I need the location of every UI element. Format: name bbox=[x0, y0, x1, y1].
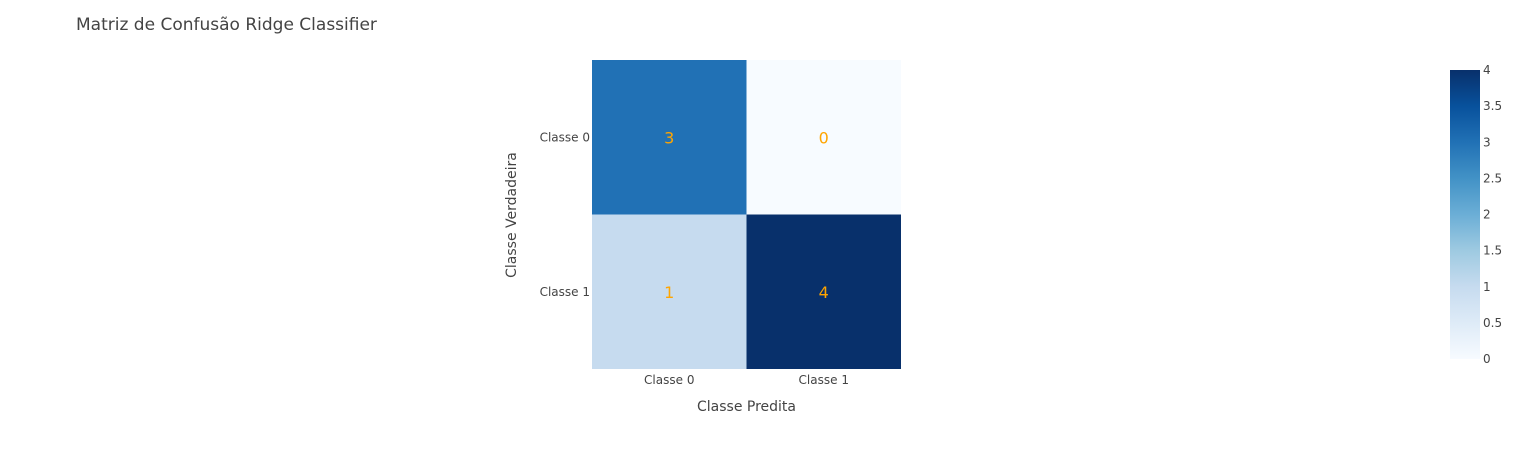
colorbar-tick-label: 0.5 bbox=[1483, 316, 1502, 330]
colorbar-ticks: 0 0.5 1 1.5 2 2.5 3 3.5 4 bbox=[1483, 63, 1502, 366]
colorbar-tick-label: 0 bbox=[1483, 352, 1491, 366]
y-axis-title: Classe Verdadeira bbox=[504, 152, 520, 278]
colorbar-tick-label: 2.5 bbox=[1483, 171, 1502, 185]
x-tick-label: Classe 1 bbox=[799, 373, 849, 387]
colorbar bbox=[1450, 70, 1480, 359]
x-tick-label: Classe 0 bbox=[644, 373, 694, 387]
heatmap-cells bbox=[592, 60, 901, 369]
colorbar-tick-label: 1.5 bbox=[1483, 244, 1502, 258]
heatmap-cell bbox=[746, 214, 901, 369]
cell-value-label: 4 bbox=[819, 283, 829, 302]
y-tick-label: Classe 0 bbox=[540, 130, 590, 144]
colorbar-tick-label: 2 bbox=[1483, 208, 1491, 222]
colorbar-tick-label: 3 bbox=[1483, 135, 1491, 149]
y-axis-ticks: Classe 0 Classe 1 bbox=[540, 130, 590, 299]
heatmap-cell-labels: 3 0 1 4 bbox=[664, 128, 829, 302]
heatmap-cell bbox=[592, 214, 747, 369]
x-axis-ticks: Classe 0 Classe 1 bbox=[644, 373, 849, 387]
colorbar-tick-label: 4 bbox=[1483, 63, 1491, 77]
chart-title: Matriz de Confusão Ridge Classifier bbox=[76, 15, 377, 35]
x-axis-title: Classe Predita bbox=[697, 399, 796, 415]
cell-value-label: 3 bbox=[664, 128, 674, 147]
cell-value-label: 1 bbox=[664, 283, 674, 302]
y-tick-label: Classe 1 bbox=[540, 285, 590, 299]
heatmap-cell bbox=[746, 60, 901, 215]
heatmap-cell bbox=[592, 60, 747, 215]
colorbar-tick-label: 3.5 bbox=[1483, 99, 1502, 113]
cell-value-label: 0 bbox=[819, 128, 829, 147]
colorbar-tick-label: 1 bbox=[1483, 280, 1491, 294]
